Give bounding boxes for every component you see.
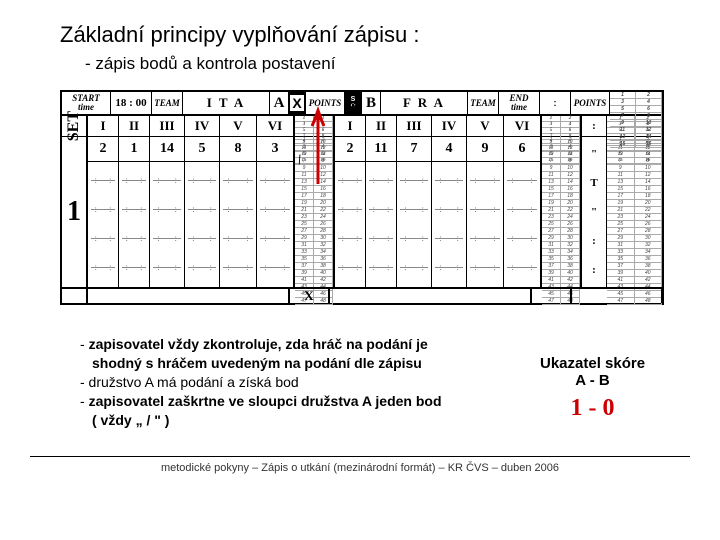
roman-a-4: IV	[185, 116, 220, 136]
team-label-b: TEAM	[468, 92, 499, 114]
t-col: "T"::	[582, 137, 607, 287]
roman-b-1: I	[335, 116, 366, 136]
player-b-6: 6	[504, 137, 540, 162]
player-a-6: 3	[257, 137, 293, 162]
player-b-1: 2	[335, 137, 365, 162]
page-title: Základní principy vyplňování zápisu :	[60, 22, 420, 48]
score-sheet: STARTtime 18 : 00 TEAM I T A A SR X POIN…	[60, 90, 664, 305]
score-indicator: Ukazatel skóre A - B 1 - 0	[540, 355, 645, 422]
x-bottom: X	[304, 288, 313, 304]
notes-block: - zapisovatel vždy zkontroluje, zda hráč…	[80, 335, 520, 429]
roman-b-6: VI	[504, 116, 542, 136]
team-b-name: F R A	[381, 92, 468, 114]
end-time-label: ENDtime	[499, 92, 540, 114]
score-ab: A - B	[540, 372, 645, 389]
points-strip-r: 1234567891011121314151617181920212223242…	[607, 137, 662, 287]
points-end-strip: 12345678910111213141516	[610, 92, 662, 114]
points-label-end: POINTS	[571, 92, 610, 114]
t-col-r: :	[582, 116, 607, 136]
a-letter: A	[270, 92, 289, 114]
mid-section: 1 2 1 14 5 8 3 1234567891011121314151617…	[62, 137, 662, 287]
score-value: 1 - 0	[540, 395, 645, 422]
page-subtitle: - zápis bodů a kontrola postavení	[85, 54, 335, 74]
player-a-4: 5	[185, 137, 219, 162]
header-row: STARTtime 18 : 00 TEAM I T A A SR X POIN…	[62, 92, 662, 116]
sr-x-a: X	[290, 95, 303, 111]
sr-box-a: SR X	[289, 92, 306, 114]
player-b-2: 11	[366, 137, 396, 162]
score-title: Ukazatel skóre	[540, 355, 645, 372]
roman-b-5: V	[467, 116, 504, 136]
player-a-5: 8	[220, 137, 256, 162]
roman-a-5: V	[220, 116, 257, 136]
player-b-4: 4	[432, 137, 466, 162]
b-letter: B	[362, 92, 381, 114]
points-strip-a: 1234567891011121314151617181920212223242…	[295, 137, 335, 287]
player-a-1: 2	[88, 137, 118, 162]
bottom-bar: X	[62, 287, 662, 303]
footer-text: metodické pokyny – Zápis o utkání (mezin…	[0, 462, 720, 474]
player-a-2: 1	[119, 137, 149, 162]
sr-box-b: SR X	[345, 92, 362, 114]
player-b-3: 7	[397, 137, 431, 162]
roman-a-1: I	[88, 116, 119, 136]
roman-a-3: III	[150, 116, 185, 136]
player-b-5: 9	[467, 137, 503, 162]
team-label-a: TEAM	[152, 92, 183, 114]
points-label-a: POINTS	[306, 92, 345, 114]
set-num-cell: 1	[62, 137, 88, 287]
set-label-cell: SET	[62, 116, 88, 136]
sr-x-b: X	[349, 100, 356, 112]
roman-b-3: III	[397, 116, 432, 136]
roman-b-2: II	[366, 116, 397, 136]
end-time-value: :	[540, 92, 571, 114]
team-a-name: I T A	[183, 92, 270, 114]
points-strip-b: 1234567891011121314151617181920212223242…	[542, 137, 582, 287]
roman-b-4: IV	[432, 116, 467, 136]
players-a: 2 1 14 5 8 3	[88, 137, 295, 287]
roman-a-6: VI	[257, 116, 295, 136]
player-a-3: 14	[150, 137, 184, 162]
roman-row: SET I II III IV V VI 1234567891011121314…	[62, 116, 662, 137]
divider	[30, 456, 690, 457]
start-time-value: 18 : 00	[111, 92, 152, 114]
roman-a-2: II	[119, 116, 150, 136]
points-col-b: 12345678910111213141516	[542, 116, 582, 136]
players-b: 2 11 7 4 9 6	[335, 137, 542, 287]
points-col-a: 12345678910111213141516	[295, 116, 335, 136]
